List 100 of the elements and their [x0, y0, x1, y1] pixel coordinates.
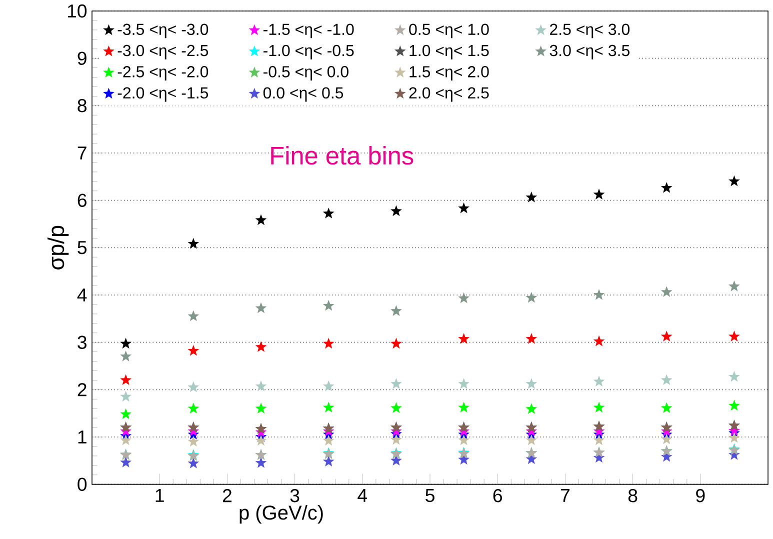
x-tick-label: 3 — [290, 489, 300, 502]
legend-label: -3.0 <η< -2.5 — [118, 44, 208, 60]
point — [728, 432, 740, 443]
point — [660, 402, 672, 413]
point — [593, 376, 605, 386]
point — [390, 402, 402, 413]
point — [526, 292, 538, 303]
annotation: Fine eta bins — [271, 146, 414, 165]
point — [593, 402, 605, 413]
point — [526, 378, 538, 389]
point — [322, 456, 334, 466]
point — [255, 402, 267, 414]
point — [458, 434, 470, 446]
y-tick-label: 2 — [78, 383, 86, 396]
point — [390, 434, 402, 445]
x-tick-label: 7 — [560, 489, 570, 502]
point — [322, 338, 334, 349]
point — [322, 434, 334, 446]
point — [526, 434, 538, 446]
point — [660, 286, 672, 298]
legend-label: -1.5 <η< -1.0 — [264, 24, 354, 38]
x-axis-title: p (GeV/c) — [240, 505, 323, 524]
point — [526, 403, 538, 414]
point — [526, 191, 538, 202]
x-tick-label: 4 — [358, 489, 368, 502]
legend-label: -3.5 <η< -3.0 — [118, 24, 208, 38]
point — [728, 175, 740, 186]
x-tick-label: 5 — [426, 489, 434, 502]
point — [188, 344, 200, 356]
point — [255, 434, 267, 446]
legend-label: 0.5 <η< 1.0 — [409, 24, 489, 38]
y-tick-label: 1 — [78, 430, 86, 444]
legend-label: 2.0 <η< 2.5 — [409, 87, 489, 102]
legend-label: -2.5 <η< -2.0 — [118, 66, 208, 81]
y-tick-label: 7 — [78, 146, 86, 160]
y-tick-label: 0 — [78, 478, 87, 491]
point — [322, 300, 334, 311]
point — [120, 408, 132, 420]
point — [120, 374, 132, 386]
point — [255, 214, 267, 226]
legend-label: 2.5 <η< 3.0 — [550, 24, 630, 38]
point — [593, 188, 605, 200]
point — [593, 335, 605, 346]
point — [458, 202, 470, 214]
point — [458, 378, 470, 389]
point — [255, 341, 267, 352]
point — [255, 302, 267, 314]
x-tick-label: 8 — [628, 489, 638, 502]
point — [188, 436, 200, 447]
legend-label: 1.5 <η< 2.0 — [410, 66, 489, 81]
legend-label: 3.0 <η< 3.5 — [550, 44, 630, 60]
point — [526, 333, 538, 344]
point — [728, 280, 740, 292]
point — [120, 390, 132, 402]
point — [660, 433, 672, 444]
point — [120, 434, 132, 446]
point — [660, 374, 672, 386]
point — [390, 378, 402, 389]
point — [120, 338, 132, 349]
y-tick-label: 9 — [78, 52, 86, 65]
point — [728, 400, 740, 411]
x-tick-label: 1 — [156, 489, 164, 502]
y-tick-label: 3 — [78, 336, 86, 349]
point — [390, 205, 402, 216]
y-axis-title: σp/p — [48, 226, 69, 270]
legend-label: -0.5 <η< 0.0 — [264, 66, 348, 81]
point — [390, 338, 402, 349]
point — [660, 330, 672, 342]
point — [188, 310, 200, 322]
point — [322, 380, 334, 392]
legend-label: -2.0 <η< -1.5 — [118, 87, 208, 102]
y-tick-label: 6 — [78, 194, 86, 207]
point — [255, 457, 267, 468]
point — [728, 370, 740, 382]
point — [188, 458, 200, 468]
y-tick-label: 10 — [68, 4, 87, 18]
point — [188, 381, 200, 392]
y-tick-label: 8 — [78, 99, 86, 112]
point — [120, 350, 132, 362]
x-tick-label: 6 — [493, 489, 502, 502]
point — [322, 402, 334, 413]
y-tick-label: 5 — [78, 241, 87, 254]
point — [390, 305, 402, 316]
x-tick-label: 2 — [222, 489, 232, 502]
point — [322, 208, 334, 218]
point — [120, 456, 132, 468]
y-tick-label: 4 — [77, 288, 87, 302]
legend-label: 1.0 <η< 1.5 — [410, 44, 489, 60]
point — [593, 434, 605, 446]
point — [188, 238, 200, 249]
point — [458, 292, 470, 304]
point — [458, 333, 470, 344]
point — [188, 402, 200, 414]
legend-label: 0.0 <η< 0.5 — [263, 87, 344, 102]
point — [593, 288, 605, 300]
legend-label: -1.0 <η< -0.5 — [264, 44, 354, 60]
point — [458, 402, 470, 413]
point — [660, 182, 672, 193]
point — [255, 380, 267, 392]
point — [728, 330, 740, 342]
